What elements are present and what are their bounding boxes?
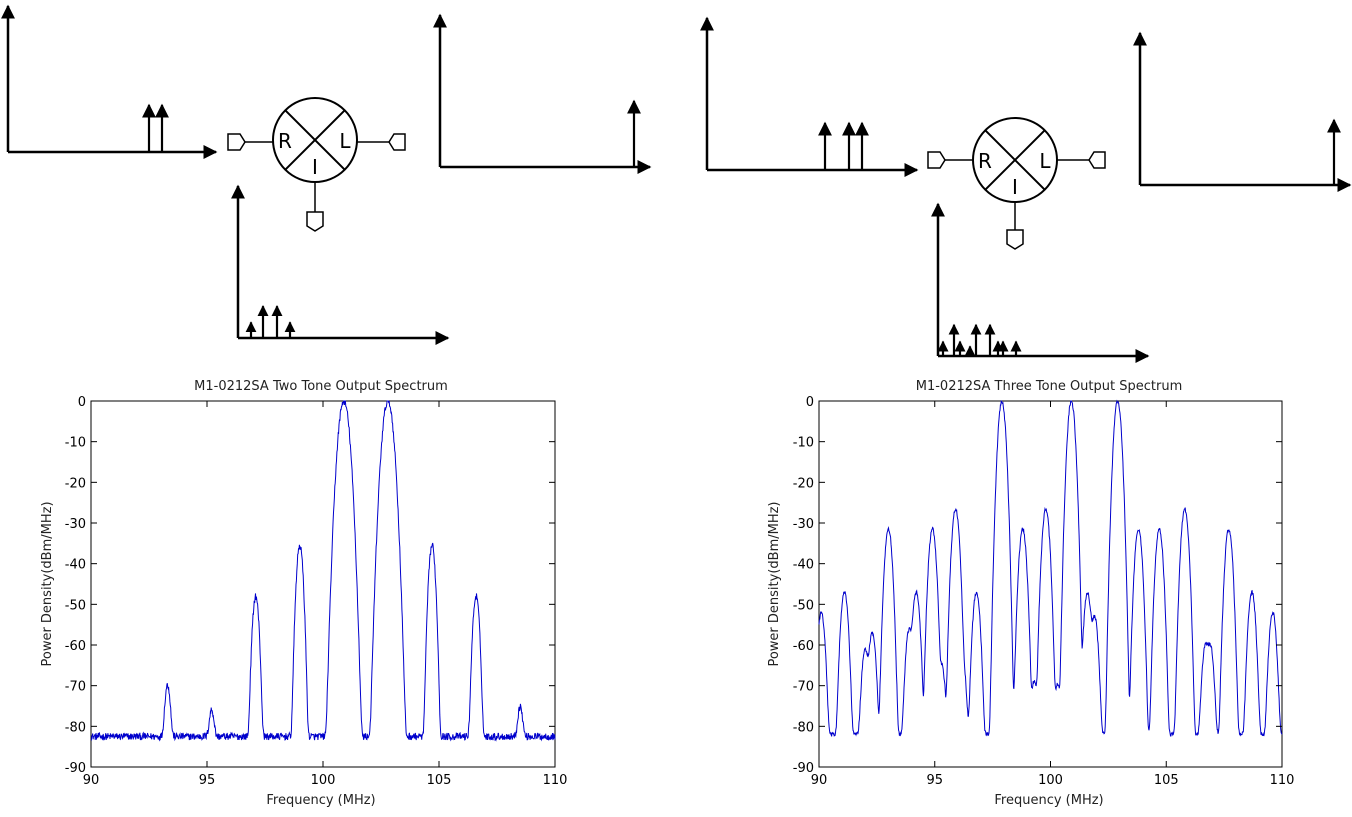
y-tick-label: -50: [65, 598, 86, 613]
mixer-r-port-label: R: [278, 129, 292, 153]
y-tick-label: -20: [793, 476, 814, 491]
lo-spectrum-axes: [1133, 31, 1352, 192]
lo-spectrum-axes: [433, 13, 652, 174]
y-tick-label: -50: [793, 598, 814, 613]
rf-spectrum-axes: [0, 4, 218, 159]
if-spectrum-axes: [931, 202, 1150, 363]
i-port-connector-icon: [306, 211, 324, 232]
mixer-l-port-label: L: [339, 129, 351, 153]
y-tick-label: 0: [78, 395, 86, 410]
three-tone-spectrum-chart: M1-0212SA Three Tone Output Spectrum 90 9…: [767, 379, 1294, 808]
y-tick-label: -60: [65, 639, 86, 654]
y-axis-label: Power Density(dBm/MHz): [40, 501, 55, 666]
i-port-connector-icon: [1006, 229, 1024, 250]
y-tick-label: -40: [65, 558, 86, 573]
x-axis-label: Frequency (MHz): [994, 793, 1103, 808]
x-tick-label: 105: [427, 773, 452, 788]
mixer-r-port-label: R: [978, 149, 992, 173]
y-tick-label: -40: [793, 558, 814, 573]
y-tick-label: -70: [793, 680, 814, 695]
two-tone-spectrum-chart: M1-0212SA Two Tone Output Spectrum 90 95 1…: [40, 379, 567, 808]
x-tick-label: 90: [83, 773, 100, 788]
spectrum-trace: [90, 400, 556, 742]
mixer-symbol: R L I: [227, 97, 406, 232]
x-tick-label: 110: [543, 773, 568, 788]
x-tick-label: 105: [1154, 773, 1179, 788]
y-tick-label: -80: [793, 720, 814, 735]
r-port-connector-icon: [927, 151, 946, 169]
l-port-connector-icon: [1088, 151, 1106, 169]
x-tick-label: 90: [811, 773, 828, 788]
y-tick-label: -80: [65, 720, 86, 735]
plot-area-frame: [90, 400, 556, 768]
x-tick-label: 95: [199, 773, 216, 788]
r-port-connector-icon: [227, 133, 246, 151]
mixer-l-port-label: L: [1039, 149, 1051, 173]
y-tick-label: -90: [793, 761, 814, 776]
x-tick-label: 100: [1038, 773, 1063, 788]
if-spectrum-axes: [231, 184, 450, 345]
x-tick-label: 110: [1270, 773, 1295, 788]
y-tick-label: -30: [65, 517, 86, 532]
y-tick-label: -10: [793, 436, 814, 451]
y-tick-label: -90: [65, 761, 86, 776]
y-tick-label: -10: [65, 436, 86, 451]
y-tick-label: -20: [65, 476, 86, 491]
x-tick-label: 100: [311, 773, 336, 788]
mixer-symbol: R L I: [927, 117, 1106, 250]
mixer-diagram-three-tone: R L I: [700, 16, 1352, 363]
plot-area-frame: [818, 400, 1283, 768]
y-tick-label: -30: [793, 517, 814, 532]
mixer-diagram-two-tone: R L I: [0, 4, 652, 345]
l-port-connector-icon: [388, 133, 406, 151]
chart-title: M1-0212SA Three Tone Output Spectrum: [916, 379, 1183, 394]
y-tick-label: 0: [806, 395, 814, 410]
y-tick-label: -60: [793, 639, 814, 654]
y-axis-label: Power Density(dBm/MHz): [767, 501, 782, 666]
mixer-i-port-label: I: [312, 155, 318, 179]
rf-spectrum-axes: [700, 16, 919, 177]
spectrum-trace: [818, 399, 1283, 737]
y-tick-label: -70: [65, 680, 86, 695]
chart-title: M1-0212SA Two Tone Output Spectrum: [194, 379, 448, 394]
mixer-i-port-label: I: [1012, 175, 1018, 199]
x-tick-label: 95: [926, 773, 943, 788]
x-axis-label: Frequency (MHz): [266, 793, 375, 808]
